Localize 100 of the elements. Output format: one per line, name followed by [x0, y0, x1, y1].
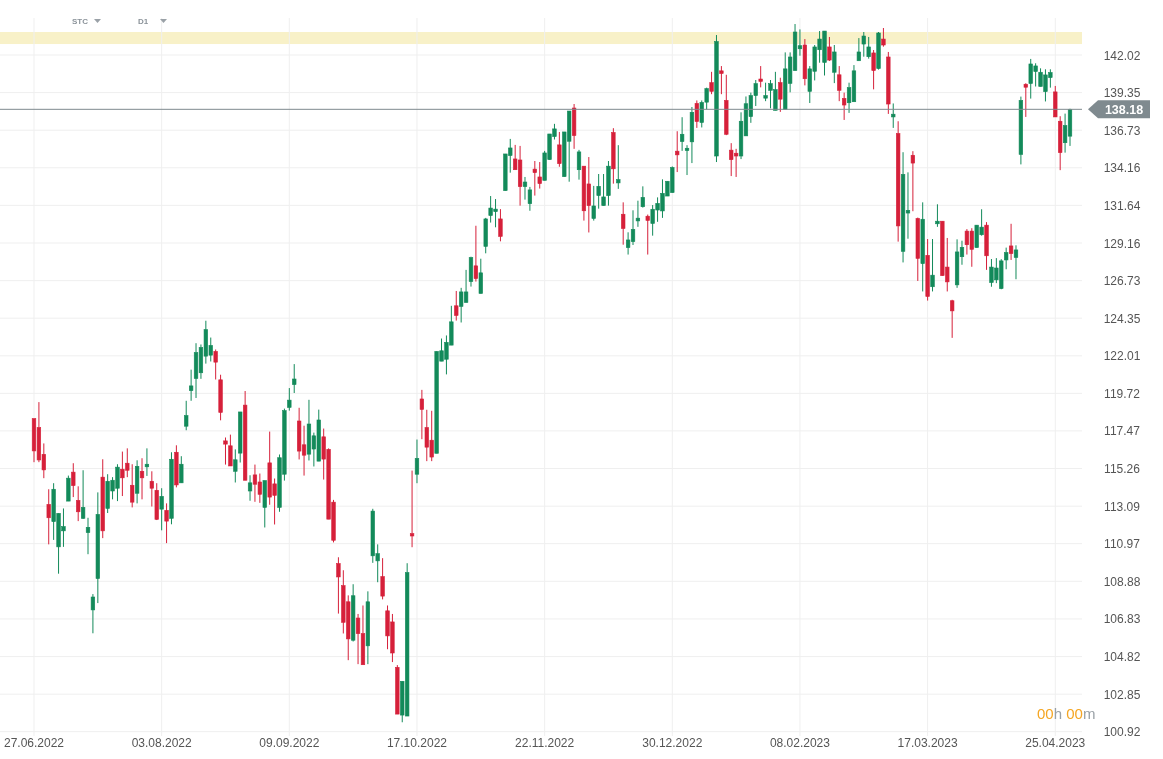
y-tick-label: 142.02 — [1103, 48, 1141, 63]
candlestick — [1023, 82, 1028, 118]
candlestick — [930, 238, 935, 292]
candlestick — [684, 144, 690, 176]
candlestick — [935, 203, 940, 228]
candlestick — [292, 363, 297, 394]
candlestick — [478, 258, 483, 294]
candlestick — [891, 102, 896, 129]
candlestick — [90, 593, 96, 634]
y-tick-label: 108.88 — [1103, 574, 1141, 589]
y-tick-label: 131.64 — [1103, 198, 1141, 213]
x-tick-label: 22.11.2022 — [515, 736, 575, 750]
candlestick — [159, 487, 164, 531]
candlestick — [621, 201, 626, 246]
candlestick — [694, 99, 699, 129]
y-tick-label: 106.83 — [1103, 612, 1141, 627]
y-tick-label: 126.73 — [1103, 274, 1141, 289]
candlestick — [861, 31, 866, 58]
candlestick — [616, 144, 621, 190]
y-tick-label: 129.16 — [1103, 236, 1141, 251]
annotation: STC — [72, 17, 89, 26]
candlestick — [179, 455, 184, 484]
candlestick — [871, 49, 876, 90]
candlestick — [409, 470, 415, 548]
candlestick — [139, 457, 145, 500]
candlestick — [287, 387, 292, 412]
y-tick-label: 124.35 — [1103, 311, 1141, 326]
candlestick — [778, 77, 783, 113]
candlestick — [144, 447, 150, 477]
candlestick — [596, 173, 601, 210]
y-tick-label: 119.72 — [1104, 386, 1141, 401]
candlestick — [881, 27, 886, 48]
candlestick — [680, 116, 685, 152]
annotation: D1 — [138, 17, 149, 26]
x-tick-label: 09.09.2022 — [259, 736, 320, 750]
candlestick — [380, 557, 385, 600]
candlestick — [601, 173, 606, 207]
ref-line-label: 138.18 — [1104, 102, 1144, 117]
candlestick — [149, 470, 154, 508]
x-tick-label: 08.02.2023 — [769, 736, 831, 750]
candlestick — [498, 208, 503, 242]
candlestick — [537, 161, 542, 190]
x-tick-label: 25.04.2023 — [1025, 736, 1086, 750]
candlestick — [866, 36, 871, 60]
candlestick — [233, 448, 238, 483]
candlestick — [1062, 113, 1068, 154]
y-tick-label: 136.73 — [1103, 123, 1141, 138]
candlestick — [645, 214, 650, 256]
candlestick — [46, 488, 51, 545]
y-tick-label: 100.92 — [1103, 725, 1141, 740]
candlestick — [252, 464, 258, 503]
y-tick-label: 139.35 — [1103, 86, 1141, 101]
x-tick-label: 17.10.2022 — [386, 736, 448, 750]
y-tick-label: 104.82 — [1103, 650, 1141, 665]
candlestick — [842, 92, 847, 121]
annotation: 00h 00m — [1037, 705, 1096, 722]
candlestick — [164, 502, 169, 544]
candlestick — [827, 36, 832, 62]
candlestick — [414, 439, 420, 484]
candlestick — [223, 437, 228, 466]
candlestick — [454, 290, 459, 322]
candlestick — [719, 65, 724, 95]
candlestick — [228, 434, 233, 467]
x-tick-label: 27.06.2022 — [3, 736, 65, 750]
candlestick — [758, 65, 763, 88]
candlestick — [1008, 223, 1014, 261]
y-tick-label: 113.09 — [1104, 499, 1141, 514]
candlestick — [630, 209, 636, 246]
candlestick — [130, 463, 135, 508]
y-tick-label: 115.26 — [1104, 462, 1141, 477]
candlestick — [763, 82, 768, 102]
candlestick — [213, 348, 218, 380]
candlestick — [336, 556, 341, 615]
candlestick — [66, 475, 71, 502]
candlestick — [463, 269, 469, 303]
candlestick — [709, 71, 714, 95]
candlestick — [71, 462, 76, 498]
candlestick — [910, 150, 915, 212]
candlestick — [184, 400, 189, 431]
y-tick-label: 122.01 — [1103, 349, 1141, 364]
x-tick-label: 17.03.2023 — [897, 736, 958, 750]
x-tick-label: 03.08.2022 — [131, 736, 193, 750]
candlestick — [522, 176, 528, 201]
y-tick-label: 110.97 — [1104, 537, 1141, 552]
candlestick — [837, 65, 842, 102]
candlestick — [576, 149, 582, 181]
candlestick — [675, 130, 680, 173]
y-tick-label: 102.85 — [1103, 687, 1141, 702]
candlestick — [468, 256, 474, 288]
candlestick — [1013, 244, 1019, 280]
y-tick-label: 134.16 — [1103, 161, 1141, 176]
candlestick — [950, 299, 955, 339]
y-tick-label: 117.47 — [1104, 424, 1141, 439]
candlestick — [76, 485, 81, 522]
x-tick-label: 30.12.2022 — [642, 736, 703, 750]
candlestick — [532, 160, 537, 197]
candlestick — [591, 185, 596, 222]
candlestick — [832, 44, 837, 84]
candlestick — [473, 225, 478, 283]
candlestick — [247, 474, 253, 502]
